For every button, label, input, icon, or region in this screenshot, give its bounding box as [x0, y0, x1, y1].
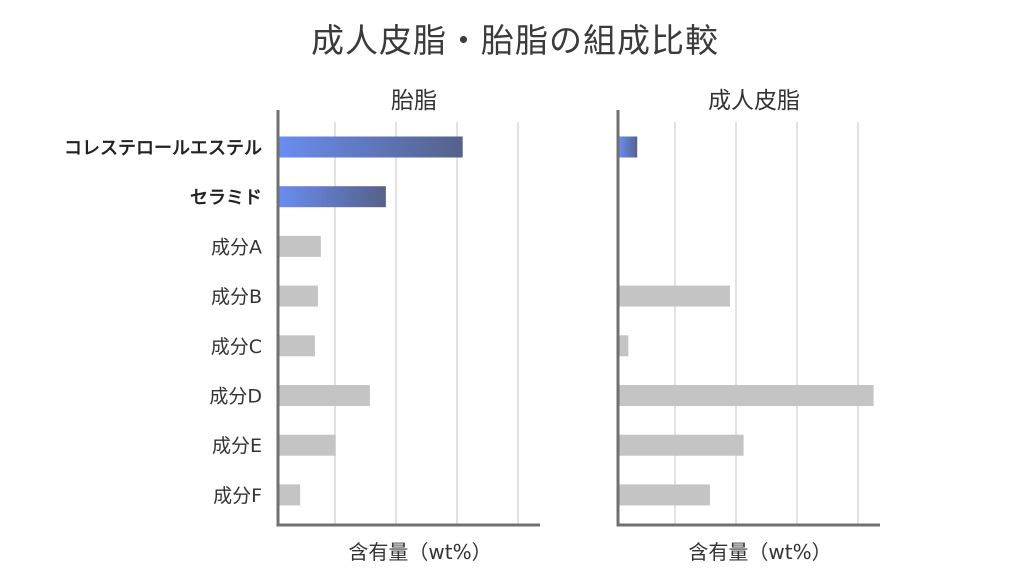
- panel-2-bar-6: [619, 385, 874, 406]
- panel-2-bar-8: [619, 484, 710, 506]
- category-label-3: 成分A: [211, 236, 262, 258]
- panel-1-x-axis-label: 含有量（wt%）: [348, 540, 491, 564]
- panel-1-title: 胎脂: [391, 88, 437, 114]
- panel-2-title: 成人皮脂: [708, 88, 800, 114]
- panel-2-bar-1: [619, 136, 638, 158]
- category-label-2: セラミド: [190, 188, 262, 209]
- category-label-6: 成分D: [209, 386, 262, 408]
- panel-1-bar-6: [279, 385, 370, 406]
- category-label-4: 成分B: [211, 286, 262, 308]
- panel-1-bar-4: [279, 285, 318, 307]
- category-label-5: 成分C: [211, 336, 262, 358]
- category-label-7: 成分E: [212, 435, 262, 457]
- panel-1-bar-2: [279, 186, 386, 208]
- panel-2-bar-5: [619, 335, 629, 357]
- panel-2-bar-4: [619, 285, 730, 307]
- panel-1-bar-5: [279, 335, 315, 357]
- panel-1-bar-3: [279, 235, 321, 257]
- panel-2-x-axis-label: 含有量（wt%）: [688, 540, 831, 564]
- main-title: 成人皮脂・胎脂の組成比較: [311, 21, 719, 60]
- panel-1-bar-1: [279, 136, 463, 158]
- panel-1-bar-7: [279, 434, 336, 456]
- category-label-1: コレステロールエステル: [64, 138, 262, 159]
- panel-1-bar-8: [279, 484, 301, 506]
- panel-2-bar-7: [619, 434, 744, 456]
- category-label-8: 成分F: [213, 485, 262, 507]
